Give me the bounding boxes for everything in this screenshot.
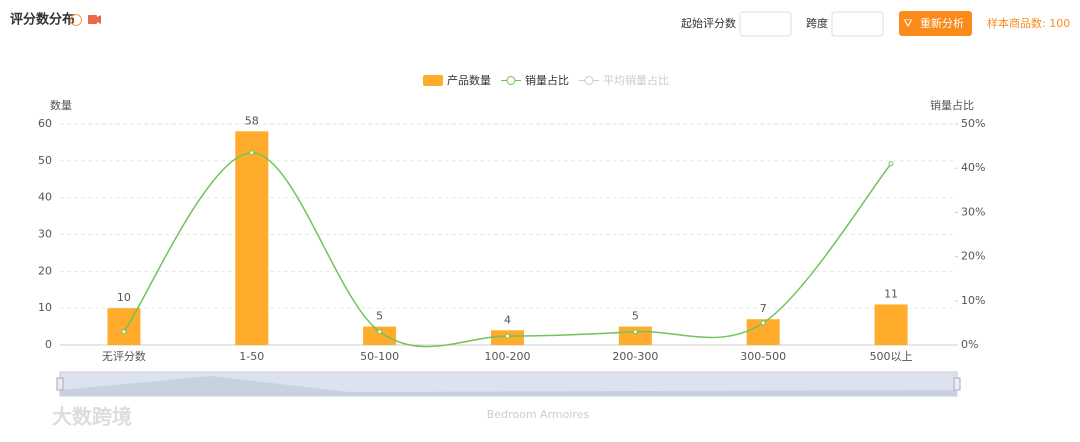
line-point bbox=[760, 320, 766, 326]
bar bbox=[874, 304, 908, 345]
watermark: 大数跨境 bbox=[52, 405, 132, 429]
bar-label: 10 bbox=[117, 291, 131, 304]
help-icon[interactable] bbox=[70, 14, 82, 26]
y2-tick-label: 40% bbox=[961, 161, 985, 174]
line-point bbox=[632, 329, 638, 335]
start-input[interactable] bbox=[739, 11, 792, 37]
line-point bbox=[888, 161, 894, 167]
y-tick-label: 30 bbox=[38, 228, 52, 241]
zoom-label: Bedroom Armoires bbox=[487, 408, 590, 421]
bar-label: 5 bbox=[632, 310, 639, 323]
y-tick-label: 50 bbox=[38, 154, 52, 167]
bar-label: 11 bbox=[884, 287, 898, 300]
zoom-handle[interactable] bbox=[56, 377, 64, 391]
line-point bbox=[249, 150, 255, 156]
video-icon[interactable] bbox=[88, 15, 97, 24]
y2-axis-label: 销量占比 bbox=[930, 98, 974, 112]
legend-swatch bbox=[506, 76, 516, 85]
start-label: 起始评分数 bbox=[681, 16, 736, 30]
y-tick-label: 20 bbox=[38, 264, 52, 277]
bar-label: 7 bbox=[760, 302, 767, 315]
filter-icon: ⛛ bbox=[903, 17, 912, 30]
y2-tick-label: 0% bbox=[961, 338, 978, 351]
legend-label: 销量占比 bbox=[525, 73, 569, 87]
x-tick-label: 200-300 bbox=[612, 350, 658, 363]
x-tick-label: 300-500 bbox=[740, 350, 786, 363]
legend-swatch bbox=[423, 75, 443, 86]
legend-swatch bbox=[584, 76, 594, 85]
video-icon-lens bbox=[97, 15, 101, 24]
y-tick-label: 10 bbox=[38, 301, 52, 314]
zoom-preview bbox=[60, 376, 957, 396]
span-label: 跨度 bbox=[806, 16, 828, 30]
legend-label: 产品数量 bbox=[447, 73, 491, 87]
y-tick-label: 40 bbox=[38, 191, 52, 204]
line-point bbox=[377, 329, 383, 335]
bar-label: 5 bbox=[376, 310, 383, 323]
zoom-handle[interactable] bbox=[953, 377, 961, 391]
line-point bbox=[505, 333, 510, 339]
y-axis-label: 数量 bbox=[50, 99, 72, 112]
x-tick-label: 无评分数 bbox=[102, 350, 146, 363]
bar-label: 58 bbox=[245, 114, 259, 127]
x-tick-label: 500以上 bbox=[870, 350, 913, 363]
y2-tick-label: 10% bbox=[961, 294, 985, 307]
y2-tick-label: 30% bbox=[961, 205, 985, 218]
bar-label: 4 bbox=[504, 313, 511, 326]
x-tick-label: 100-200 bbox=[485, 350, 531, 363]
line-point bbox=[121, 329, 127, 335]
bar bbox=[235, 131, 269, 345]
sample-count: 样本商品数: 100 bbox=[987, 16, 1070, 30]
button-label: 重新分析 bbox=[920, 16, 964, 30]
y-tick-label: 0 bbox=[45, 338, 52, 351]
x-tick-label: 50-100 bbox=[360, 350, 399, 363]
legend-label: 平均销量占比 bbox=[603, 73, 669, 87]
title: 评分数分布 bbox=[10, 12, 75, 28]
span-input[interactable] bbox=[831, 11, 884, 37]
bar bbox=[363, 326, 397, 345]
y2-tick-label: 20% bbox=[961, 250, 985, 263]
y2-tick-label: 50% bbox=[961, 117, 985, 130]
reanalyze-button[interactable] bbox=[899, 11, 972, 36]
x-tick-label: 1-50 bbox=[239, 350, 264, 363]
y-tick-label: 60 bbox=[38, 117, 52, 130]
